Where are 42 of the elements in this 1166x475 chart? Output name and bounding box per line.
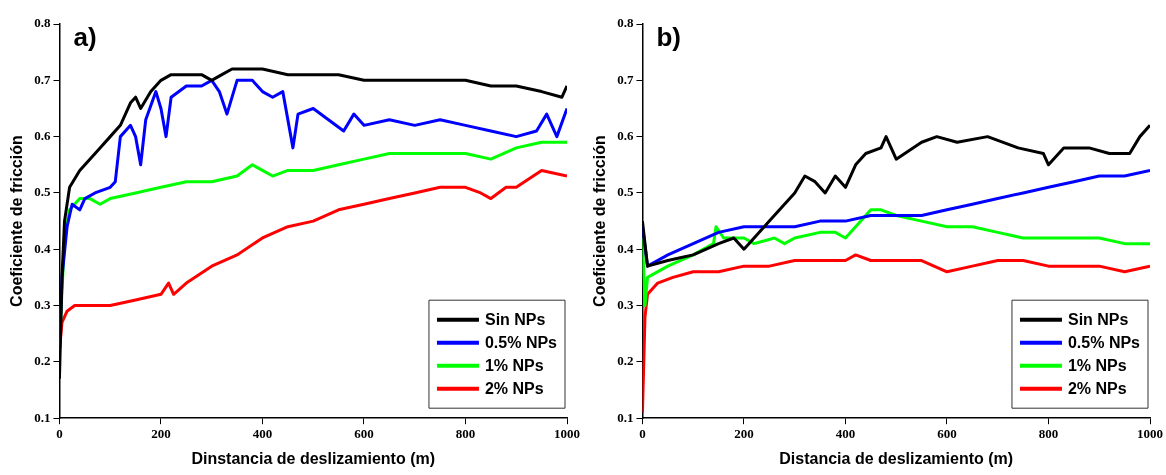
- x-axis-title: Distancia de deslizamiento (m): [779, 449, 1014, 467]
- x-tick-label: 1000: [1137, 426, 1163, 442]
- y-tick-label: 0.5: [617, 184, 634, 200]
- x-tick-label: 600: [354, 426, 374, 442]
- y-tick-label: 0.7: [617, 71, 634, 87]
- legend-label: 0.5% NPs: [1067, 334, 1141, 352]
- y-tick-label: 0.4: [34, 240, 51, 256]
- y-tick-label: 0.1: [34, 409, 51, 425]
- y-tick-label: 0.6: [617, 127, 634, 143]
- y-axis-title: Coeficiente de fricción: [8, 135, 26, 307]
- y-tick-label: 0.3: [617, 296, 634, 312]
- y-tick-label: 0.5: [34, 184, 51, 200]
- x-tick-label: 400: [252, 426, 273, 442]
- x-axis-title: Dinstancia de deslizamiento (m): [191, 449, 436, 467]
- y-tick-label: 0.1: [617, 409, 634, 425]
- legend-label: Sin NPs: [484, 311, 546, 329]
- y-axis-title: Coeficiente de fricción: [591, 135, 609, 307]
- y-tick-label: 0.4: [617, 240, 634, 256]
- y-tick-label: 0.2: [34, 353, 51, 369]
- x-tick-label: 200: [734, 426, 754, 442]
- legend-label: Sin NPs: [1067, 311, 1129, 329]
- x-tick-label: 0: [639, 426, 646, 442]
- legend-label: 1% NPs: [484, 357, 544, 375]
- chart-title: b): [656, 22, 681, 53]
- x-tick-label: 1000: [554, 426, 580, 442]
- legend-label: 1% NPs: [1067, 357, 1127, 375]
- x-tick-label: 0: [56, 426, 63, 442]
- chart-title: a): [73, 22, 97, 53]
- legend-label: 0.5% NPs: [484, 334, 558, 352]
- y-tick-label: 0.7: [34, 71, 51, 87]
- x-tick-label: 800: [455, 426, 476, 442]
- y-tick-label: 0.3: [34, 296, 51, 312]
- y-tick-label: 0.2: [617, 353, 634, 369]
- legend-label: 2% NPs: [484, 380, 544, 398]
- x-tick-label: 600: [937, 426, 957, 442]
- x-tick-label: 800: [1038, 426, 1059, 442]
- legend-label: 2% NPs: [1067, 380, 1127, 398]
- y-tick-label: 0.6: [34, 127, 51, 143]
- x-tick-label: 400: [835, 426, 856, 442]
- y-tick-label: 0.8: [617, 15, 634, 31]
- x-tick-label: 200: [151, 426, 171, 442]
- y-tick-label: 0.8: [34, 15, 51, 31]
